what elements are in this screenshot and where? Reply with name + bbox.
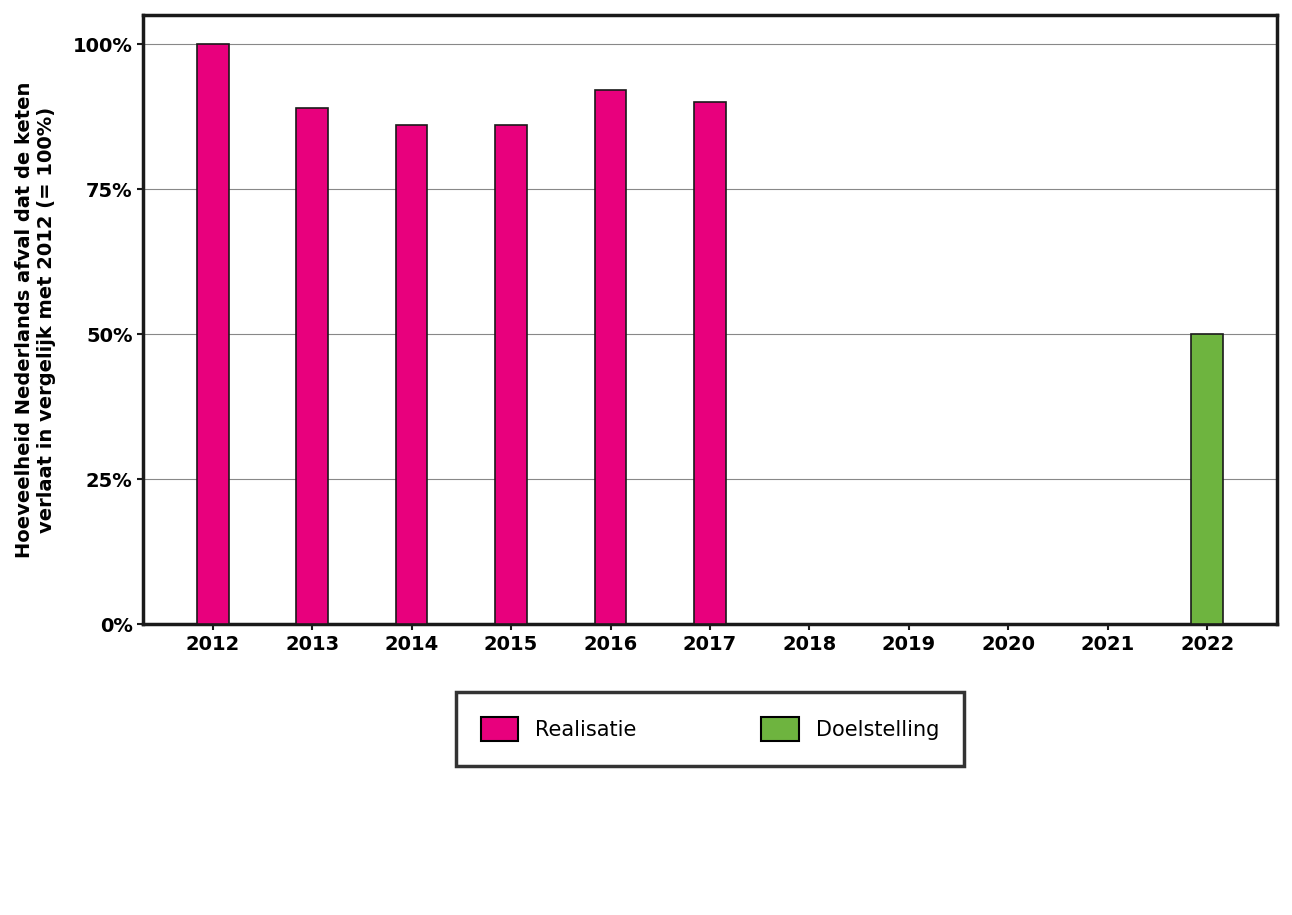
Bar bbox=[196, 44, 229, 624]
Bar bbox=[395, 125, 428, 624]
Bar bbox=[594, 91, 627, 624]
Bar bbox=[1191, 334, 1224, 624]
Bar bbox=[495, 125, 527, 624]
Legend: Realisatie, Doelstelling: Realisatie, Doelstelling bbox=[456, 693, 964, 767]
Bar bbox=[296, 108, 328, 624]
Y-axis label: Hoeveelheid Nederlands afval dat de keten
verlaat in vergelijk met 2012 (= 100%): Hoeveelheid Nederlands afval dat de kete… bbox=[16, 81, 56, 558]
Bar bbox=[694, 102, 726, 624]
